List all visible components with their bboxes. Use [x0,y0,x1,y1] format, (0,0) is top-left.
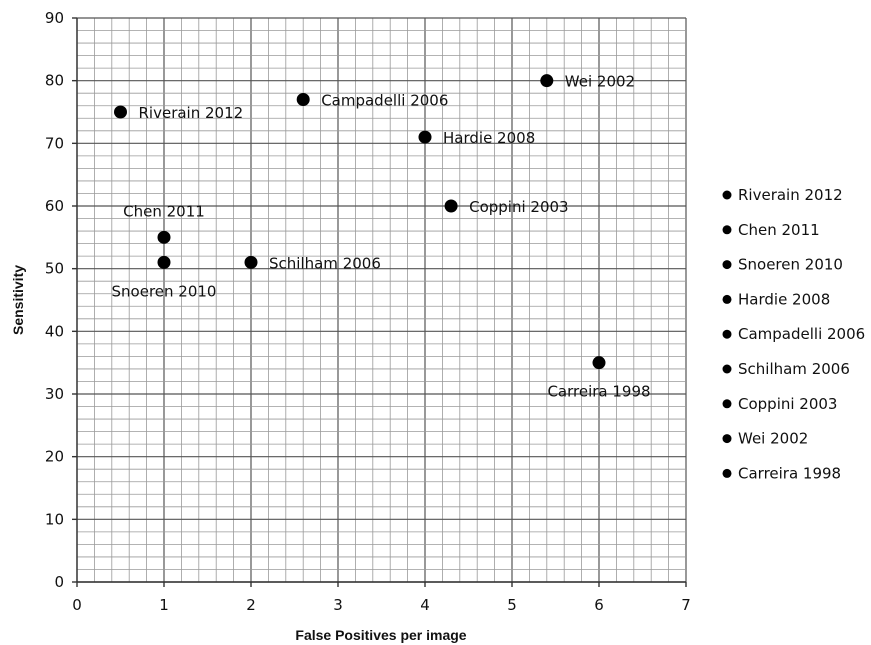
x-tick-label: 4 [420,596,430,614]
legend-entry-label: Schilham 2006 [738,360,850,378]
data-point-labels: Riverain 2012 Chen 2011 Snoeren 2010 Hardie… [112,73,651,401]
legend-marker [722,468,732,478]
data-point [540,74,554,88]
x-tick-label: 3 [333,596,343,614]
legend-entry-label: Campadelli 2006 [738,325,865,343]
data-point [157,255,171,269]
data-point [444,199,458,213]
x-tick-label: 6 [594,596,604,614]
legend-marker [722,190,732,200]
data-point [296,92,310,106]
y-tick-label: 50 [45,260,64,278]
x-tick-label: 1 [159,596,169,614]
gridlines [76,17,687,583]
y-tick-label: 40 [45,322,64,340]
x-tick-label: 2 [246,596,256,614]
data-point [157,230,171,244]
x-tick-label: 5 [507,596,517,614]
y-tick-label: 10 [45,510,64,528]
data-point-label: Riverain 2012 [139,104,244,122]
data-point [114,105,127,119]
legend-entry-label: Chen 2011 [738,221,820,239]
data-point-label: Snoeren 2010 [112,282,217,300]
y-tick-label: 80 [45,72,64,90]
data-point-label: Hardie 2008 [443,129,535,147]
x-tick-labels: 0 1 2 3 4 5 6 7 [72,582,691,614]
x-tick-label: 0 [72,596,82,614]
legend-entry-label: Coppini 2003 [738,395,837,413]
y-tick-label: 90 [45,9,64,27]
legend-marker [722,399,732,409]
y-axis-title: Sensitivity [10,265,26,335]
legend-entry-label: Hardie 2008 [738,290,830,308]
data-points [114,74,606,370]
x-axis-title: False Positives per image [295,627,466,643]
y-tick-label: 60 [45,197,64,215]
data-point-label: Chen 2011 [123,202,205,220]
data-point [418,130,432,144]
legend-entry-label: Riverain 2012 [738,186,843,204]
legend-marker [722,329,732,339]
data-point [244,255,258,269]
data-point [592,356,606,370]
legend-entry-label: Carreira 1998 [738,464,841,482]
y-tick-label: 20 [45,448,64,466]
legend: Riverain 2012 Chen 2011 Snoeren 2010 Hardie… [722,186,865,482]
data-point-label: Coppini 2003 [469,198,568,216]
y-tick-label: 70 [45,134,64,152]
legend-marker [722,294,732,304]
legend-entry-label: Wei 2002 [738,430,808,448]
legend-entry-label: Snoeren 2010 [738,256,843,274]
legend-marker [722,225,732,235]
data-point-label: Wei 2002 [565,73,635,91]
y-tick-label: 0 [54,573,64,591]
legend-marker [722,260,732,270]
data-point-label: Campadelli 2006 [321,91,448,109]
y-tick-labels: 0 10 20 30 40 50 60 70 80 90 [45,9,77,591]
data-point-label: Schilham 2006 [269,254,381,272]
x-tick-label: 7 [681,596,691,614]
legend-marker [722,364,732,374]
axes [76,18,686,583]
data-point-label: Carreira 1998 [547,383,650,401]
y-tick-label: 30 [45,385,64,403]
legend-marker [722,434,732,444]
